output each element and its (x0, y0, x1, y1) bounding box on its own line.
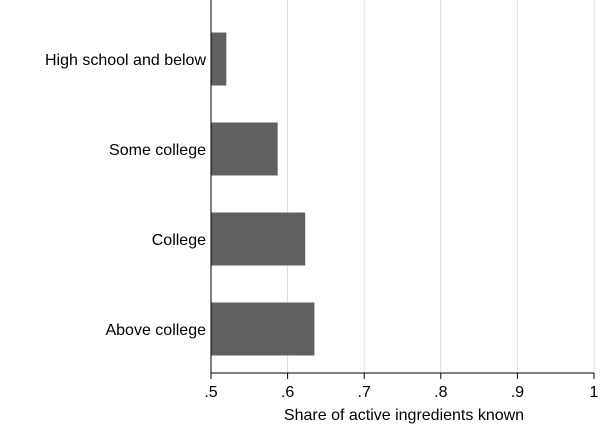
x-tick-label: .9 (511, 384, 524, 401)
bar (211, 32, 227, 86)
axes (210, 0, 595, 379)
category-label: Above college (105, 322, 206, 339)
bar (211, 122, 278, 176)
bar (211, 212, 306, 266)
x-tick-label: .8 (434, 384, 447, 401)
category-label: Some college (109, 142, 206, 159)
bar (211, 302, 315, 356)
x-tick-label: .6 (281, 384, 294, 401)
bars (211, 32, 315, 356)
x-tick-label: .7 (358, 384, 371, 401)
x-tick-label: .5 (204, 384, 217, 401)
category-label: High school and below (45, 52, 206, 69)
x-tick-label: 1 (590, 384, 599, 401)
x-axis-title: Share of active ingredients known (284, 407, 524, 424)
labels: High school and below Some college College… (45, 52, 599, 401)
category-label: College (152, 232, 206, 249)
